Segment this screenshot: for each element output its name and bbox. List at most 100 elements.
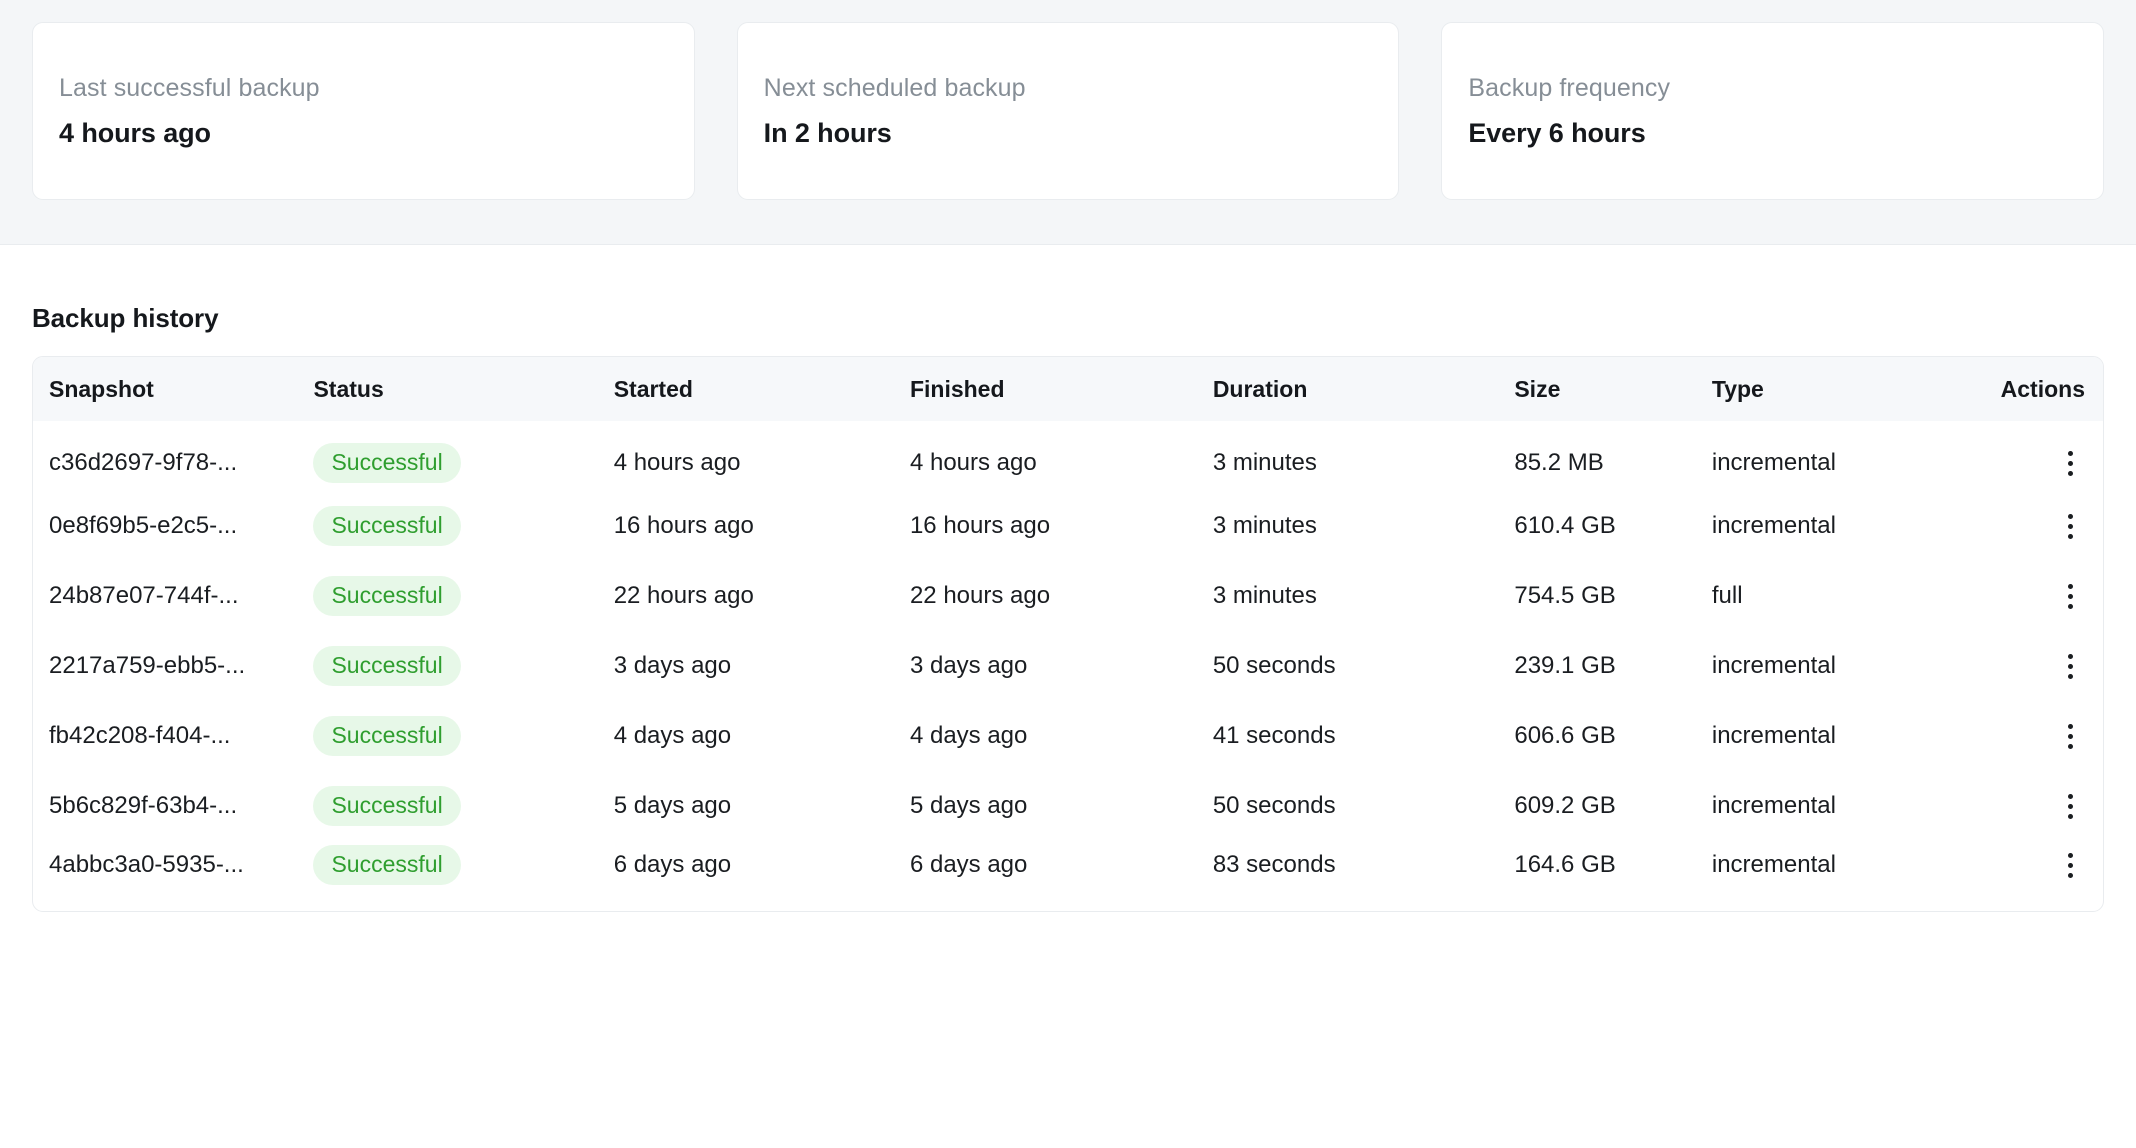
table-row[interactable]: 24b87e07-744f-... Successful 22 hours ag… [33, 561, 2103, 631]
kebab-dot [2067, 583, 2073, 589]
cell-started: 4 hours ago [613, 449, 741, 476]
cell-snapshot: 0e8f69b5-e2c5-... [49, 512, 238, 539]
cell-snapshot: c36d2697-9f78-... [49, 449, 238, 476]
table-row[interactable]: 2217a759-ebb5-... Successful 3 days ago … [33, 631, 2103, 701]
cell-status: Successful [313, 841, 613, 911]
table-row[interactable]: fb42c208-f404-... Successful 4 days ago … [33, 701, 2103, 771]
status-badge: Successful [313, 506, 461, 546]
cell-started: 5 days ago [613, 792, 732, 819]
status-badge: Successful [313, 845, 461, 885]
cell-type: incremental [1711, 652, 1836, 679]
backup-history-table: Snapshot Status Started Finished Duratio… [33, 357, 2103, 911]
cell-status: Successful [313, 561, 613, 631]
kebab-dot [2067, 793, 2073, 799]
kebab-dot [2067, 872, 2073, 878]
kebab-dot [2067, 733, 2073, 739]
cell-started: 16 hours ago [613, 512, 754, 539]
kebab-menu-icon[interactable] [2055, 720, 2085, 752]
kebab-dot [2067, 862, 2073, 868]
cell-finished: 5 days ago [909, 792, 1028, 819]
cell-type: incremental [1711, 851, 1836, 878]
backup-history-table-card: Snapshot Status Started Finished Duratio… [32, 356, 2104, 912]
table-row[interactable]: c36d2697-9f78-... Successful 4 hours ago… [33, 421, 2103, 491]
cell-size: 606.6 GB [1514, 722, 1616, 749]
cell-finished: 4 hours ago [909, 449, 1037, 476]
cell-type: incremental [1711, 449, 1836, 476]
column-header-duration[interactable]: Duration [1212, 375, 1308, 402]
kebab-dot [2067, 663, 2073, 669]
cell-type: incremental [1711, 512, 1836, 539]
summary-cards-row: Last successful backup 4 hours ago Next … [32, 22, 2105, 200]
table-row[interactable]: 5b6c829f-63b4-... Successful 5 days ago … [33, 771, 2103, 841]
cell-size: 609.2 GB [1514, 792, 1616, 819]
table-header: Snapshot Status Started Finished Duratio… [33, 357, 2103, 421]
cell-finished: 16 hours ago [909, 512, 1051, 539]
kebab-menu-icon[interactable] [2055, 849, 2085, 881]
column-header-started[interactable]: Started [613, 375, 693, 402]
column-header-snapshot[interactable]: Snapshot [49, 375, 154, 402]
backup-summary-strip: Last successful backup 4 hours ago Next … [0, 0, 2136, 245]
status-badge: Successful [313, 786, 461, 826]
summary-card-backup-frequency: Backup frequency Every 6 hours [1441, 22, 2105, 200]
kebab-menu-icon[interactable] [2055, 580, 2085, 612]
cell-duration: 3 minutes [1212, 449, 1317, 476]
cell-duration: 41 seconds [1212, 722, 1336, 749]
kebab-dot [2067, 593, 2073, 599]
cell-finished: 22 hours ago [909, 582, 1051, 609]
kebab-menu-icon[interactable] [2055, 447, 2085, 479]
column-header-status[interactable]: Status [313, 375, 384, 402]
kebab-menu-icon[interactable] [2055, 510, 2085, 542]
cell-started: 4 days ago [613, 722, 732, 749]
cell-type: incremental [1711, 792, 1836, 819]
kebab-dot [2067, 673, 2073, 679]
cell-started: 22 hours ago [613, 582, 754, 609]
cell-snapshot: 2217a759-ebb5-... [49, 652, 246, 679]
kebab-menu-icon[interactable] [2055, 790, 2085, 822]
cell-actions [1912, 771, 2103, 841]
cell-duration: 3 minutes [1212, 582, 1317, 609]
cell-snapshot: 4abbc3a0-5935-... [49, 851, 244, 878]
kebab-dot [2067, 813, 2073, 819]
cell-finished: 3 days ago [909, 652, 1028, 679]
status-badge: Successful [313, 716, 461, 756]
table-body: c36d2697-9f78-... Successful 4 hours ago… [33, 421, 2103, 911]
status-badge: Successful [313, 646, 461, 686]
table-row[interactable]: 0e8f69b5-e2c5-... Successful 16 hours ag… [33, 491, 2103, 561]
cell-status: Successful [313, 491, 613, 561]
table-row[interactable]: 4abbc3a0-5935-... Successful 6 days ago … [33, 841, 2103, 911]
summary-card-label: Last successful backup [59, 73, 320, 102]
cell-duration: 3 minutes [1212, 512, 1317, 539]
cell-duration: 50 seconds [1212, 792, 1336, 819]
summary-card-value: Every 6 hours [1468, 117, 1646, 148]
cell-actions [1912, 561, 2103, 631]
page-title: Backup history [32, 303, 219, 333]
kebab-dot [2067, 513, 2073, 519]
cell-actions [1912, 841, 2103, 911]
cell-snapshot: 24b87e07-744f-... [49, 582, 239, 609]
column-header-size[interactable]: Size [1514, 375, 1561, 402]
cell-type: full [1711, 582, 1743, 609]
kebab-dot [2067, 450, 2073, 456]
status-badge: Successful [313, 443, 461, 483]
cell-duration: 50 seconds [1212, 652, 1336, 679]
cell-actions [1912, 491, 2103, 561]
summary-card-label: Next scheduled backup [763, 73, 1026, 102]
summary-card-next-scheduled-backup: Next scheduled backup In 2 hours [736, 22, 1400, 200]
cell-actions [1912, 631, 2103, 701]
cell-status: Successful [313, 631, 613, 701]
summary-card-last-successful-backup: Last successful backup 4 hours ago [32, 22, 695, 200]
summary-card-label: Backup frequency [1468, 73, 1671, 102]
column-header-type[interactable]: Type [1711, 375, 1764, 402]
cell-started: 3 days ago [613, 652, 732, 679]
column-header-actions: Actions [2000, 375, 2085, 402]
kebab-menu-icon[interactable] [2055, 650, 2085, 682]
column-header-finished[interactable]: Finished [909, 375, 1005, 402]
cell-actions [1912, 421, 2103, 491]
summary-card-value: 4 hours ago [59, 117, 211, 148]
table-header-row: Snapshot Status Started Finished Duratio… [33, 357, 2103, 421]
kebab-dot [2067, 743, 2073, 749]
cell-size: 754.5 GB [1514, 582, 1616, 609]
cell-finished: 4 days ago [909, 722, 1028, 749]
cell-snapshot: 5b6c829f-63b4-... [49, 792, 238, 819]
